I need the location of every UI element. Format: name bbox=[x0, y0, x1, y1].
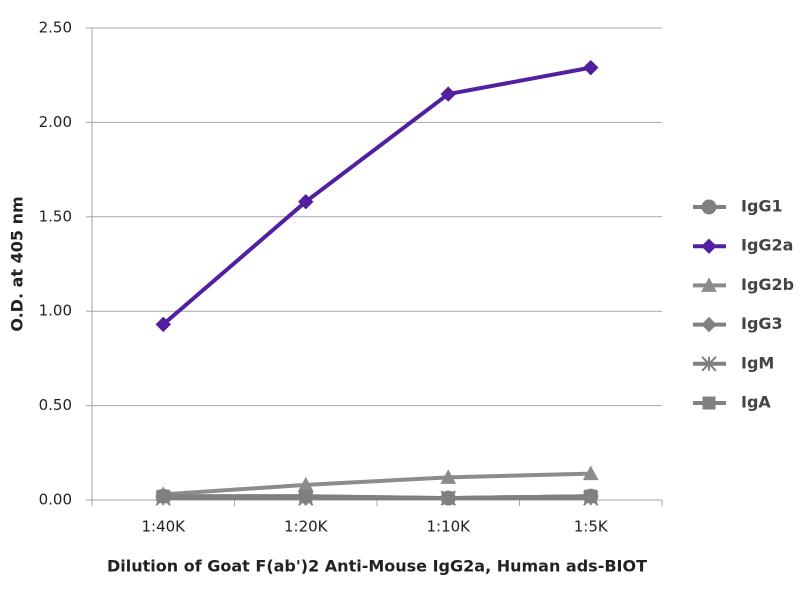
legend-label: IgG2b bbox=[741, 275, 794, 294]
data-point bbox=[582, 465, 599, 481]
data-point bbox=[156, 489, 170, 503]
y-tick-label: 0.50 bbox=[39, 396, 72, 414]
series-line bbox=[163, 471, 591, 497]
x-tick-label: 1:40K bbox=[141, 518, 186, 536]
x-tick-label: 1:5K bbox=[574, 518, 609, 536]
legend-label: IgM bbox=[741, 353, 774, 372]
x-tick-label: 1:20K bbox=[284, 518, 329, 536]
data-point bbox=[583, 59, 599, 76]
legend-marker bbox=[701, 277, 717, 292]
data-point bbox=[441, 491, 455, 505]
data-point bbox=[440, 469, 457, 484]
legend-label: IgG3 bbox=[741, 314, 783, 333]
legend-label: IgG2a bbox=[741, 236, 793, 255]
data-point bbox=[584, 489, 598, 503]
y-tick-label: 2.00 bbox=[39, 113, 72, 131]
x-axis-title: Dilution of Goat F(ab')2 Anti-Mouse IgG2… bbox=[107, 557, 647, 576]
legend-marker bbox=[701, 238, 717, 254]
data-point bbox=[155, 316, 171, 333]
y-tick-label: 2.50 bbox=[39, 19, 72, 37]
y-tick-label: 1.50 bbox=[39, 207, 72, 225]
legend-label: IgG1 bbox=[741, 197, 783, 216]
series-line bbox=[163, 494, 591, 501]
x-tick-label: 1:10K bbox=[426, 518, 471, 536]
legend-marker bbox=[701, 316, 717, 333]
legend-label: IgA bbox=[741, 393, 771, 412]
legend-marker bbox=[702, 396, 716, 410]
legend-marker bbox=[701, 199, 717, 215]
y-tick-label: 1.00 bbox=[39, 302, 72, 320]
y-axis-title: O.D. at 405 nm bbox=[8, 196, 27, 331]
series-line bbox=[161, 65, 592, 326]
data-point bbox=[299, 489, 313, 503]
data-point bbox=[298, 193, 314, 210]
y-tick-label: 0.00 bbox=[39, 491, 72, 509]
data-point bbox=[440, 86, 456, 102]
legend-marker bbox=[701, 356, 717, 372]
